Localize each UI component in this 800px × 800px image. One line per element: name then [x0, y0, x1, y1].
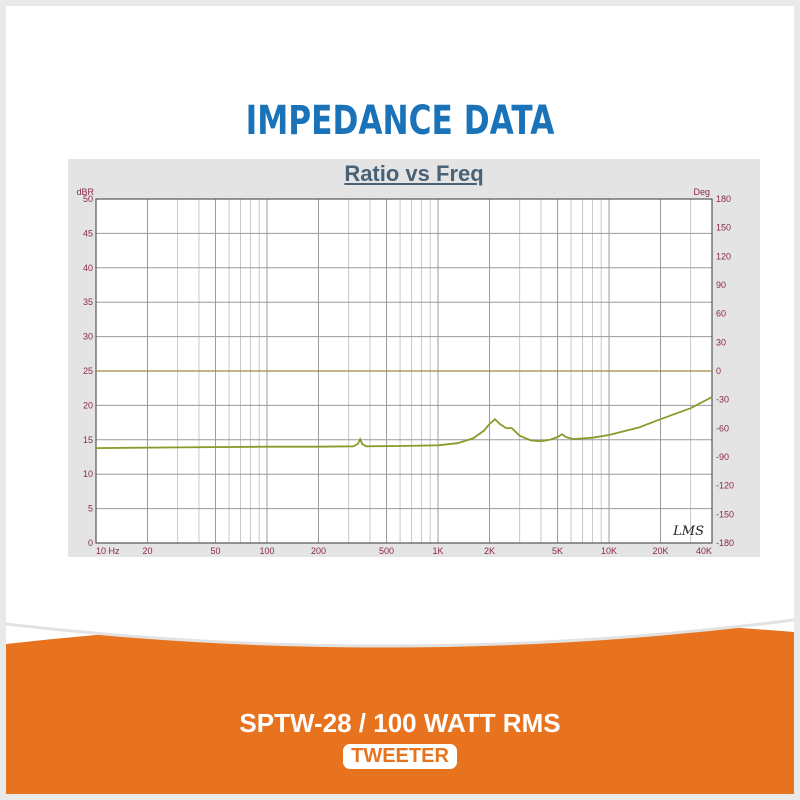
y-tick-label: 35	[83, 297, 93, 307]
y2-tick-label: -120	[716, 481, 734, 491]
page-title: IMPEDANCE DATA	[245, 98, 555, 144]
y-tick-label: 0	[88, 538, 93, 548]
x-tick-label: 5K	[552, 546, 563, 556]
y2-tick-label: -150	[716, 509, 734, 519]
impedance-chart: 0 5 10 15 20 25 30 35 40 45 50 -180 -150 -120 -90 -60 -3…	[76, 187, 734, 556]
x-tick-label: 20K	[653, 546, 669, 556]
x-tick-label: 40K	[696, 546, 712, 556]
lms-watermark: LMS	[672, 524, 704, 539]
y-tick-label: 25	[83, 366, 93, 376]
y2-tick-label: 120	[716, 251, 731, 261]
x-tick-label: 100	[259, 546, 274, 556]
product-card: IMPEDANCE DATA 0 5 10 15 20 25 30 35 40 45 50 -180 -…	[6, 6, 794, 794]
x-tick-label: 1K	[433, 546, 444, 556]
y-tick-label: 10	[83, 469, 93, 479]
product-model: SPTW-28 / 100 WATT RMS	[239, 708, 561, 738]
y2-tick-label: -30	[716, 395, 729, 405]
y2-axis-label: Deg	[693, 187, 710, 197]
x-tick-label: 2K	[484, 546, 495, 556]
x-tick-label: 10K	[601, 546, 617, 556]
x-tick-label: 10 Hz	[96, 546, 120, 556]
impedance-ratio-curve	[95, 396, 713, 449]
y2-tick-label: -60	[716, 423, 729, 433]
y2-tick-label: 180	[716, 194, 731, 204]
y2-tick-label: -180	[716, 538, 734, 548]
footer-wave	[6, 606, 794, 794]
y-tick-label: 15	[83, 435, 93, 445]
x-tick-label: 200	[311, 546, 326, 556]
y-tick-label: 50	[83, 194, 93, 204]
y2-tick-label: -90	[716, 452, 729, 462]
product-category-badge: TWEETER	[343, 744, 457, 769]
impedance-chart-panel: 0 5 10 15 20 25 30 35 40 45 50 -180 -150 -120 -90 -60 -3…	[68, 159, 760, 557]
y2-tick-label: 90	[716, 280, 726, 290]
x-tick-label: 20	[142, 546, 152, 556]
chart-title: Ratio vs Freq	[344, 161, 484, 186]
y-tick-label: 40	[83, 263, 93, 273]
y-tick-label: 45	[83, 228, 93, 238]
y-tick-label: 20	[83, 400, 93, 410]
y2-tick-label: 150	[716, 223, 731, 233]
y2-tick-label: 30	[716, 337, 726, 347]
y-tick-label: 5	[88, 504, 93, 514]
x-tick-label: 500	[379, 546, 394, 556]
y-axis-label: dBR	[76, 187, 94, 197]
y2-tick-label: 60	[716, 309, 726, 319]
y-tick-label: 30	[83, 332, 93, 342]
x-tick-label: 50	[211, 546, 221, 556]
y2-tick-label: 0	[716, 366, 721, 376]
